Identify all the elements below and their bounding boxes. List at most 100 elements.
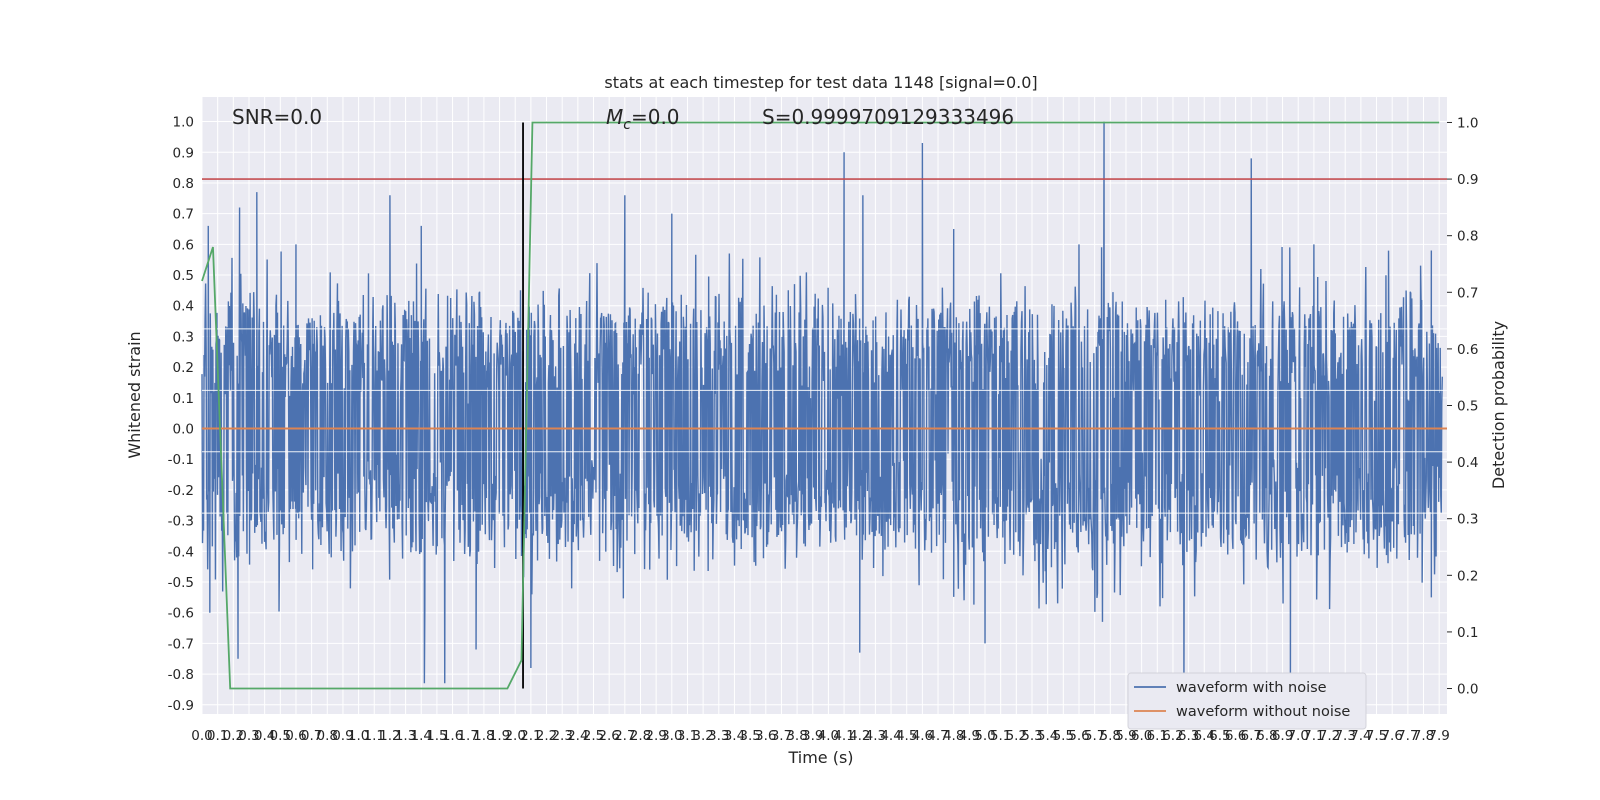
x-tick-label: 2.5 (583, 728, 604, 744)
x-tick-label: 0.5 (270, 728, 291, 744)
y2-tick-label: 0.9 (1457, 172, 1478, 188)
x-tick-label: 6.2 (1162, 728, 1183, 744)
y-tick-label: -0.7 (168, 636, 194, 652)
x-tick-label: 7.0 (1287, 728, 1308, 744)
x-tick-label: 3.5 (739, 728, 760, 744)
y2-tick-label: 0.0 (1457, 682, 1478, 698)
y-tick-label: 0.9 (173, 145, 194, 161)
x-tick-label: 6.5 (1209, 728, 1230, 744)
x-tick-label: 0.8 (317, 728, 338, 744)
y-tick-label: 0.3 (173, 329, 194, 345)
x-tick-labels: 0.00.10.20.30.40.50.60.70.80.91.01.11.21… (191, 728, 1450, 744)
x-tick-label: 7.9 (1428, 728, 1449, 744)
chart-title: stats at each timestep for test data 114… (604, 73, 1037, 92)
x-tick-label: 5.2 (1006, 728, 1027, 744)
x-tick-label: 6.1 (1147, 728, 1168, 744)
x-tick-label: 4.0 (818, 728, 839, 744)
x-tick-label: 3.0 (661, 728, 682, 744)
x-tick-label: 0.0 (191, 728, 212, 744)
x-tick-label: 2.9 (645, 728, 666, 744)
x-tick-label: 0.6 (285, 728, 306, 744)
x-tick-label: 2.8 (630, 728, 651, 744)
y-tick-label: 0.2 (173, 360, 194, 376)
y-tick-label: 0.8 (173, 176, 194, 192)
x-tick-label: 5.9 (1115, 728, 1136, 744)
y2-tick-label: 0.6 (1457, 342, 1478, 358)
mc-symbol: M (606, 105, 623, 129)
x-tick-label: 6.4 (1194, 728, 1215, 744)
legend: waveform with noise waveform without noi… (1127, 672, 1367, 730)
x-tick-label: 1.5 (426, 728, 447, 744)
x-tick-label: 4.1 (833, 728, 854, 744)
x-tick-label: 7.6 (1381, 728, 1402, 744)
x-tick-label: 4.4 (880, 728, 901, 744)
x-tick-label: 2.0 (504, 728, 525, 744)
x-tick-label: 5.8 (1100, 728, 1121, 744)
x-tick-label: 1.9 (489, 728, 510, 744)
y-tick-label: -0.1 (168, 452, 194, 468)
x-tick-label: 7.5 (1366, 728, 1387, 744)
y-tick-label: -0.6 (168, 606, 194, 622)
y2-tick-label: 0.3 (1457, 512, 1478, 528)
y2-tick-labels: 1.0 0.9 0.8 0.7 0.6 0.5 0.4 0.3 0.2 0.1 0.0 (1447, 115, 1478, 698)
y-tick-label: -0.2 (168, 483, 194, 499)
x-tick-label: 0.1 (207, 728, 228, 744)
x-tick-label: 6.9 (1272, 728, 1293, 744)
x-tick-label: 4.3 (865, 728, 886, 744)
x-tick-label: 1.7 (457, 728, 478, 744)
x-tick-label: 6.3 (1178, 728, 1199, 744)
x-tick-label: 6.6 (1225, 728, 1246, 744)
x-tick-label: 2.4 (567, 728, 588, 744)
y-tick-label: 0.1 (173, 391, 194, 407)
x-tick-label: 4.5 (896, 728, 917, 744)
x-tick-label: 3.4 (724, 728, 745, 744)
x-tick-label: 6.0 (1131, 728, 1152, 744)
x-tick-label: 1.4 (411, 728, 432, 744)
y2-tick-label: 0.7 (1457, 285, 1478, 301)
x-tick-label: 3.3 (708, 728, 729, 744)
x-tick-label: 5.7 (1084, 728, 1105, 744)
x-tick-label: 2.2 (536, 728, 557, 744)
x-tick-label: 5.4 (1037, 728, 1058, 744)
x-tick-label: 4.7 (927, 728, 948, 744)
x-tick-label: 3.6 (755, 728, 776, 744)
x-tick-label: 6.8 (1256, 728, 1277, 744)
x-tick-label: 1.3 (395, 728, 416, 744)
x-tick-label: 4.8 (943, 728, 964, 744)
x-tick-label: 1.8 (473, 728, 494, 744)
y-tick-labels: 1.0 0.9 0.8 0.7 0.6 0.5 0.4 0.3 0.2 0.1 0.0 -0.1 -0.… (168, 115, 194, 714)
annotation-mc: Mc=0.0 (606, 105, 680, 133)
series-waveform-with-noise (201, 121, 1443, 690)
y-tick-label: 0.4 (173, 299, 194, 315)
y-tick-label: 1.0 (173, 115, 194, 131)
x-tick-label: 7.1 (1303, 728, 1324, 744)
y-tick-label: 0.5 (173, 268, 194, 284)
y2-axis-label: Detection probability (1489, 321, 1508, 489)
x-tick-label: 0.9 (332, 728, 353, 744)
x-tick-label: 3.2 (692, 728, 713, 744)
x-tick-label: 3.9 (802, 728, 823, 744)
y-tick-label: -0.8 (168, 667, 194, 683)
x-tick-label: 2.3 (551, 728, 572, 744)
x-tick-label: 2.6 (598, 728, 619, 744)
x-tick-label: 6.7 (1241, 728, 1262, 744)
x-tick-label: 5.0 (974, 728, 995, 744)
legend-label-with-noise: waveform with noise (1176, 680, 1327, 696)
x-tick-label: 5.3 (1021, 728, 1042, 744)
x-tick-label: 1.6 (442, 728, 463, 744)
x-tick-label: 0.2 (223, 728, 244, 744)
x-tick-label: 5.1 (990, 728, 1011, 744)
y2-tick-label: 0.1 (1457, 625, 1478, 641)
y2-tick-label: 0.4 (1457, 455, 1478, 471)
x-tick-label: 3.7 (771, 728, 792, 744)
x-tick-label: 7.2 (1319, 728, 1340, 744)
y-tick-label: 0.6 (173, 237, 194, 253)
y2-tick-label: 1.0 (1457, 115, 1478, 131)
x-tick-label: 5.5 (1053, 728, 1074, 744)
x-tick-label: 7.4 (1350, 728, 1371, 744)
mc-subscript: c (623, 117, 631, 133)
x-tick-label: 4.9 (959, 728, 980, 744)
overlay-lines (201, 121, 1447, 690)
x-tick-label: 7.3 (1334, 728, 1355, 744)
